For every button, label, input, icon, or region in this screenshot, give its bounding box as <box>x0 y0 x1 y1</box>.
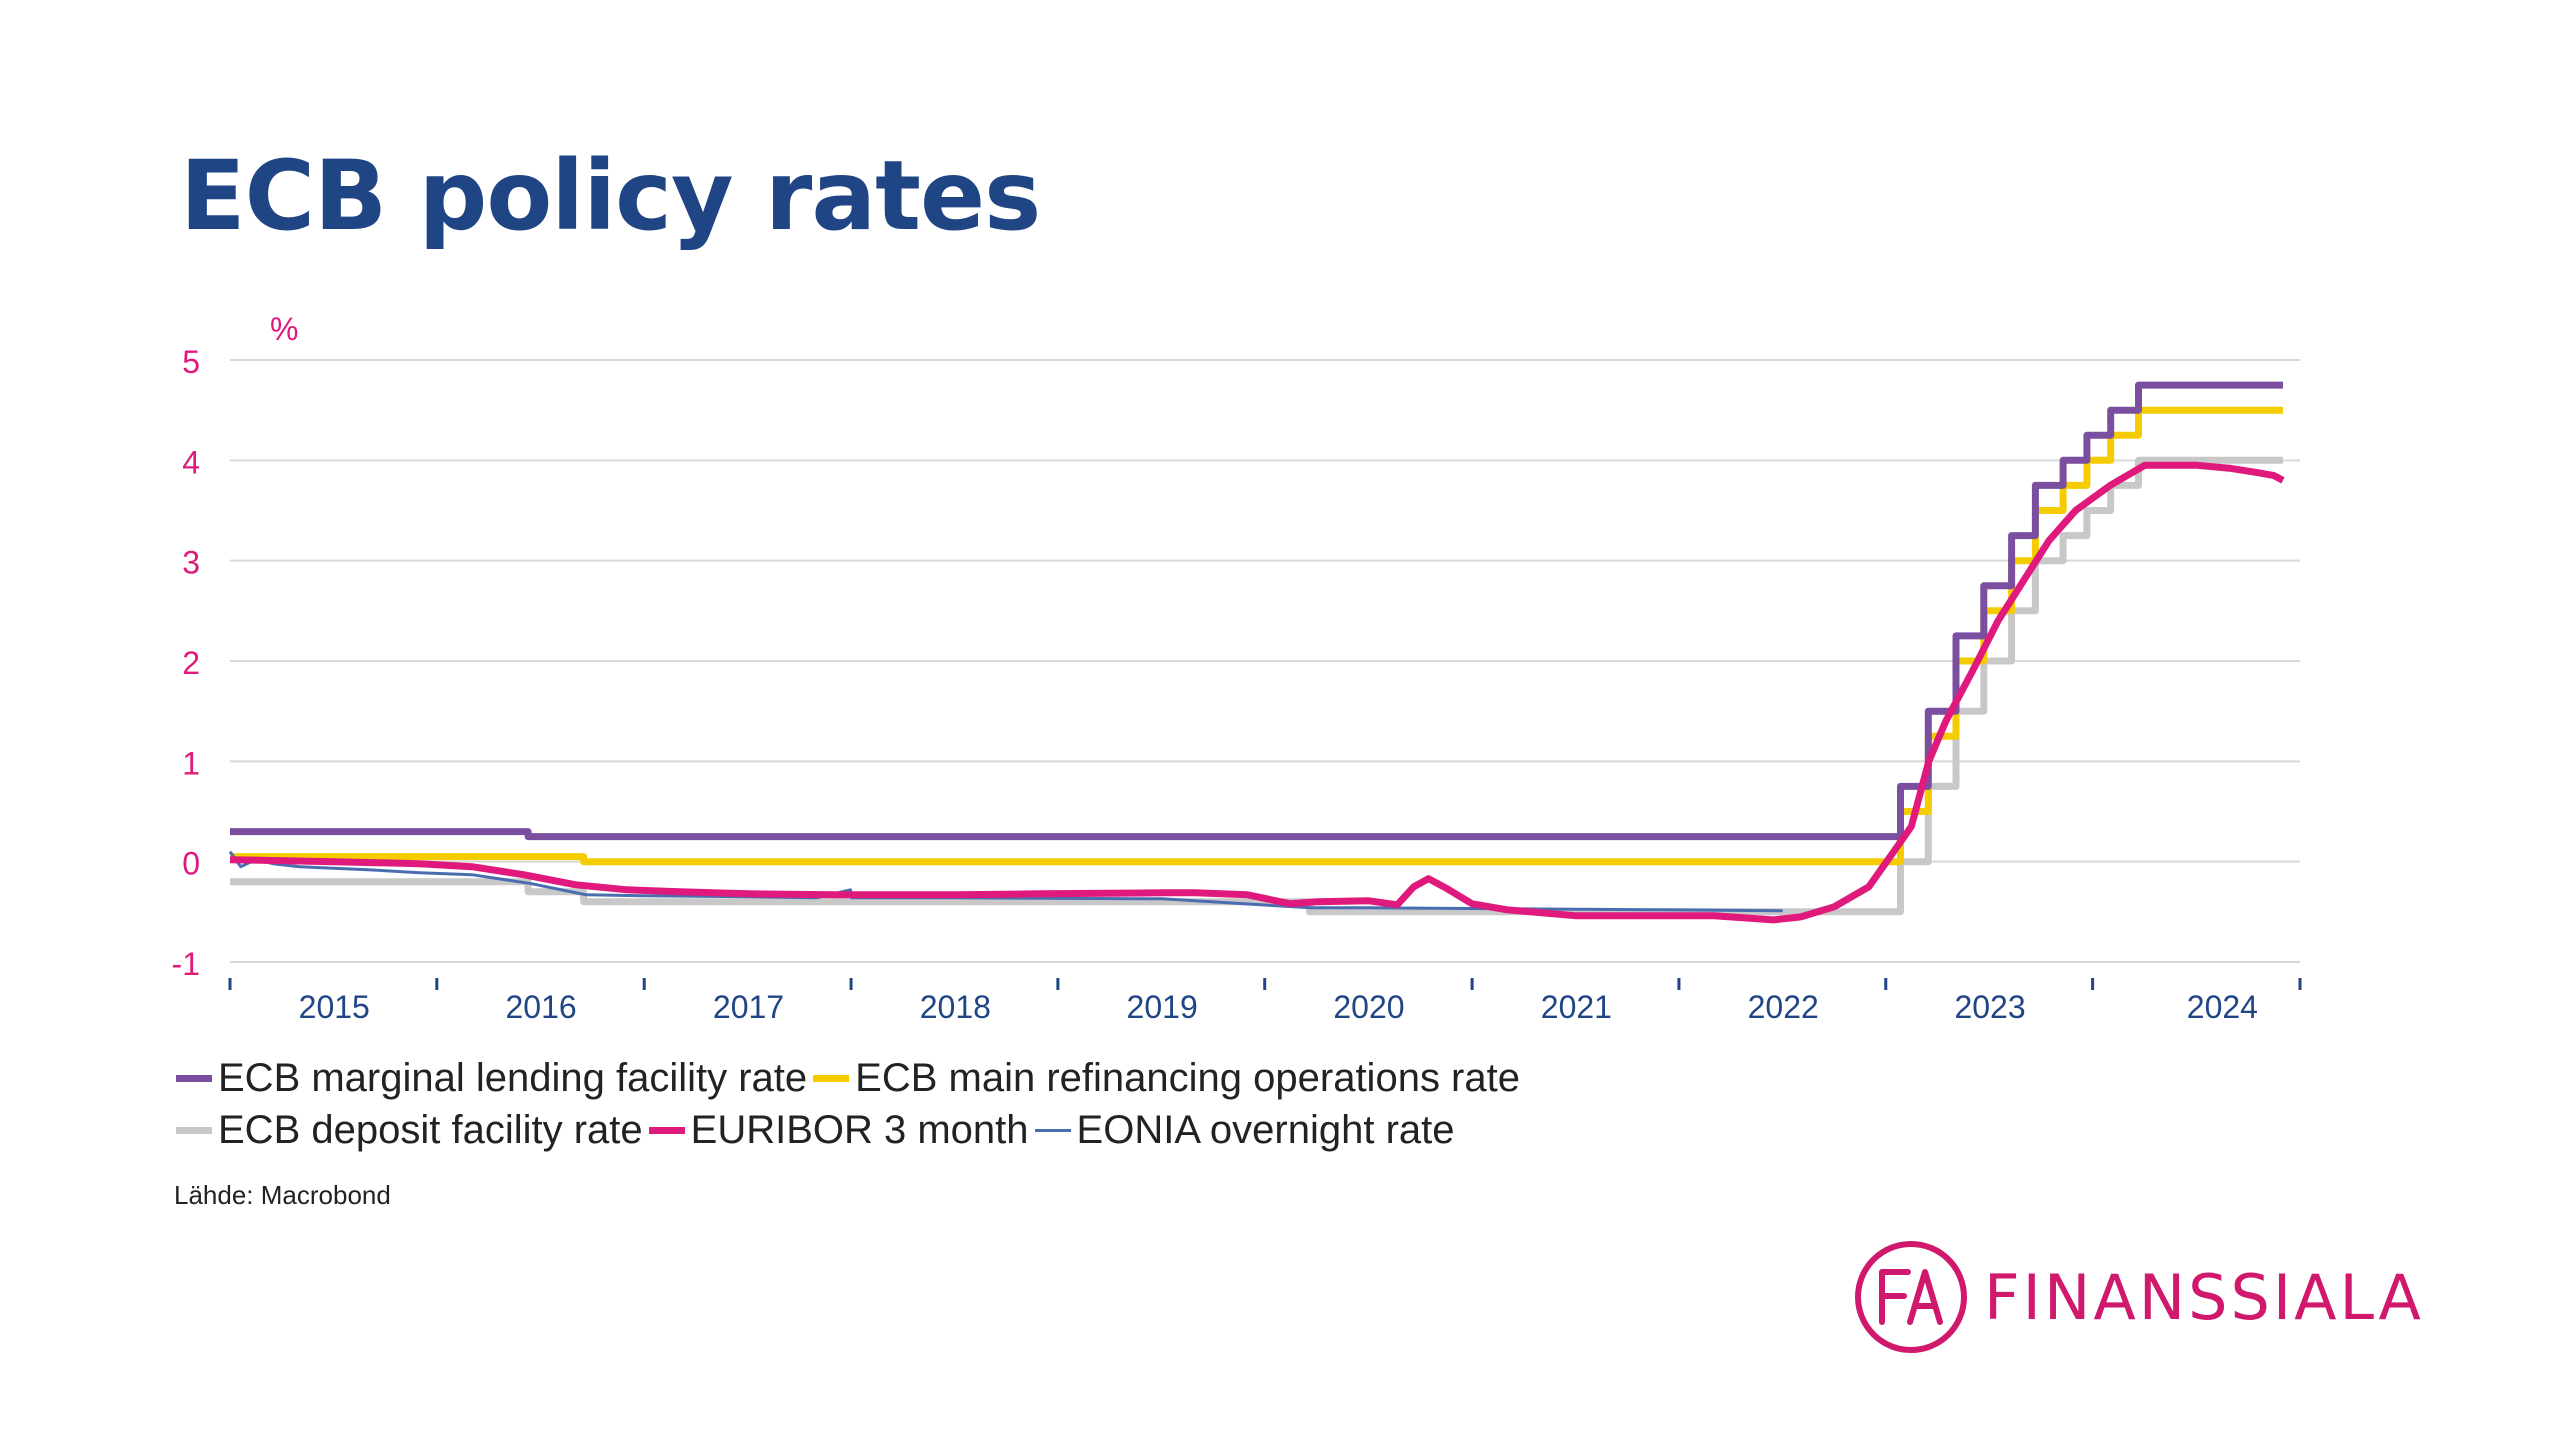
legend-item-euribor: EURIBOR 3 month <box>648 1107 1029 1153</box>
y-tick-label: 0 <box>182 846 200 882</box>
legend-swatch-eonia <box>1034 1128 1071 1132</box>
page-title: ECB policy rates <box>180 140 1041 252</box>
x-tick-label: 2016 <box>506 989 577 1025</box>
finanssiala-logo: FINANSSIALA <box>1852 1238 2424 1356</box>
x-tick-label: 2022 <box>1748 989 1819 1025</box>
x-tick-label: 2024 <box>2187 989 2258 1025</box>
y-tick-label: 4 <box>182 444 200 480</box>
x-tick-label: 2023 <box>1954 989 2025 1025</box>
legend-item-marginal-lending: ECB marginal lending facility rate <box>176 1056 807 1101</box>
y-tick-label: 5 <box>182 344 200 380</box>
legend-swatch-deposit-facility <box>176 1126 212 1134</box>
y-tick-label: 3 <box>182 545 200 581</box>
legend-item-main-refinancing: ECB main refinancing operations rate <box>813 1056 1520 1101</box>
legend-label-eonia: EONIA overnight rate <box>1076 1107 1455 1152</box>
chart-legend: ECB marginal lending facility rate ECB m… <box>176 1052 2076 1156</box>
legend-item-deposit-facility: ECB deposit facility rate <box>176 1108 643 1153</box>
logo-text: FINANSSIALA <box>1984 1260 2424 1334</box>
y-axis-unit-label: % <box>270 311 298 347</box>
series-line-eonia-overnight-rate <box>228 850 1783 913</box>
legend-item-eonia: EONIA overnight rate <box>1034 1107 1455 1153</box>
series-line-ecb-deposit-facility-rate <box>230 456 2283 916</box>
legend-swatch-main-refinancing <box>813 1074 850 1082</box>
legend-swatch-marginal-lending <box>176 1074 212 1082</box>
x-tick-label: 2020 <box>1333 989 1404 1025</box>
x-tick-label: 2021 <box>1541 989 1612 1025</box>
fa-logo-mark-icon <box>1855 1241 1967 1353</box>
legend-swatch-euribor <box>648 1126 685 1134</box>
y-tick-label: -1 <box>172 946 200 982</box>
line-chart: 5 4 3 2 1 0 -1% 2015 2016 2017 2018 2019 2020 2021 202… <box>172 311 2302 1025</box>
legend-label-main-refinancing: ECB main refinancing operations rate <box>855 1055 1520 1100</box>
y-tick-label: 2 <box>182 645 200 681</box>
x-tick-label: 2015 <box>299 989 370 1025</box>
legend-label-euribor: EURIBOR 3 month <box>690 1107 1029 1152</box>
legend-label-deposit-facility: ECB deposit facility rate <box>218 1107 643 1152</box>
series-line-euribor-3-month <box>229 461 2285 924</box>
legend-label-marginal-lending: ECB marginal lending facility rate <box>218 1055 808 1100</box>
y-tick-label: 1 <box>182 745 200 781</box>
x-tick-label: 2019 <box>1127 989 1198 1025</box>
x-tick-label: 2018 <box>920 989 991 1025</box>
source-note: Lähde: Macrobond <box>174 1180 391 1210</box>
x-tick-label: 2017 <box>713 989 784 1025</box>
series-line-ecb-marginal-lending-facility-rate <box>230 381 2283 841</box>
